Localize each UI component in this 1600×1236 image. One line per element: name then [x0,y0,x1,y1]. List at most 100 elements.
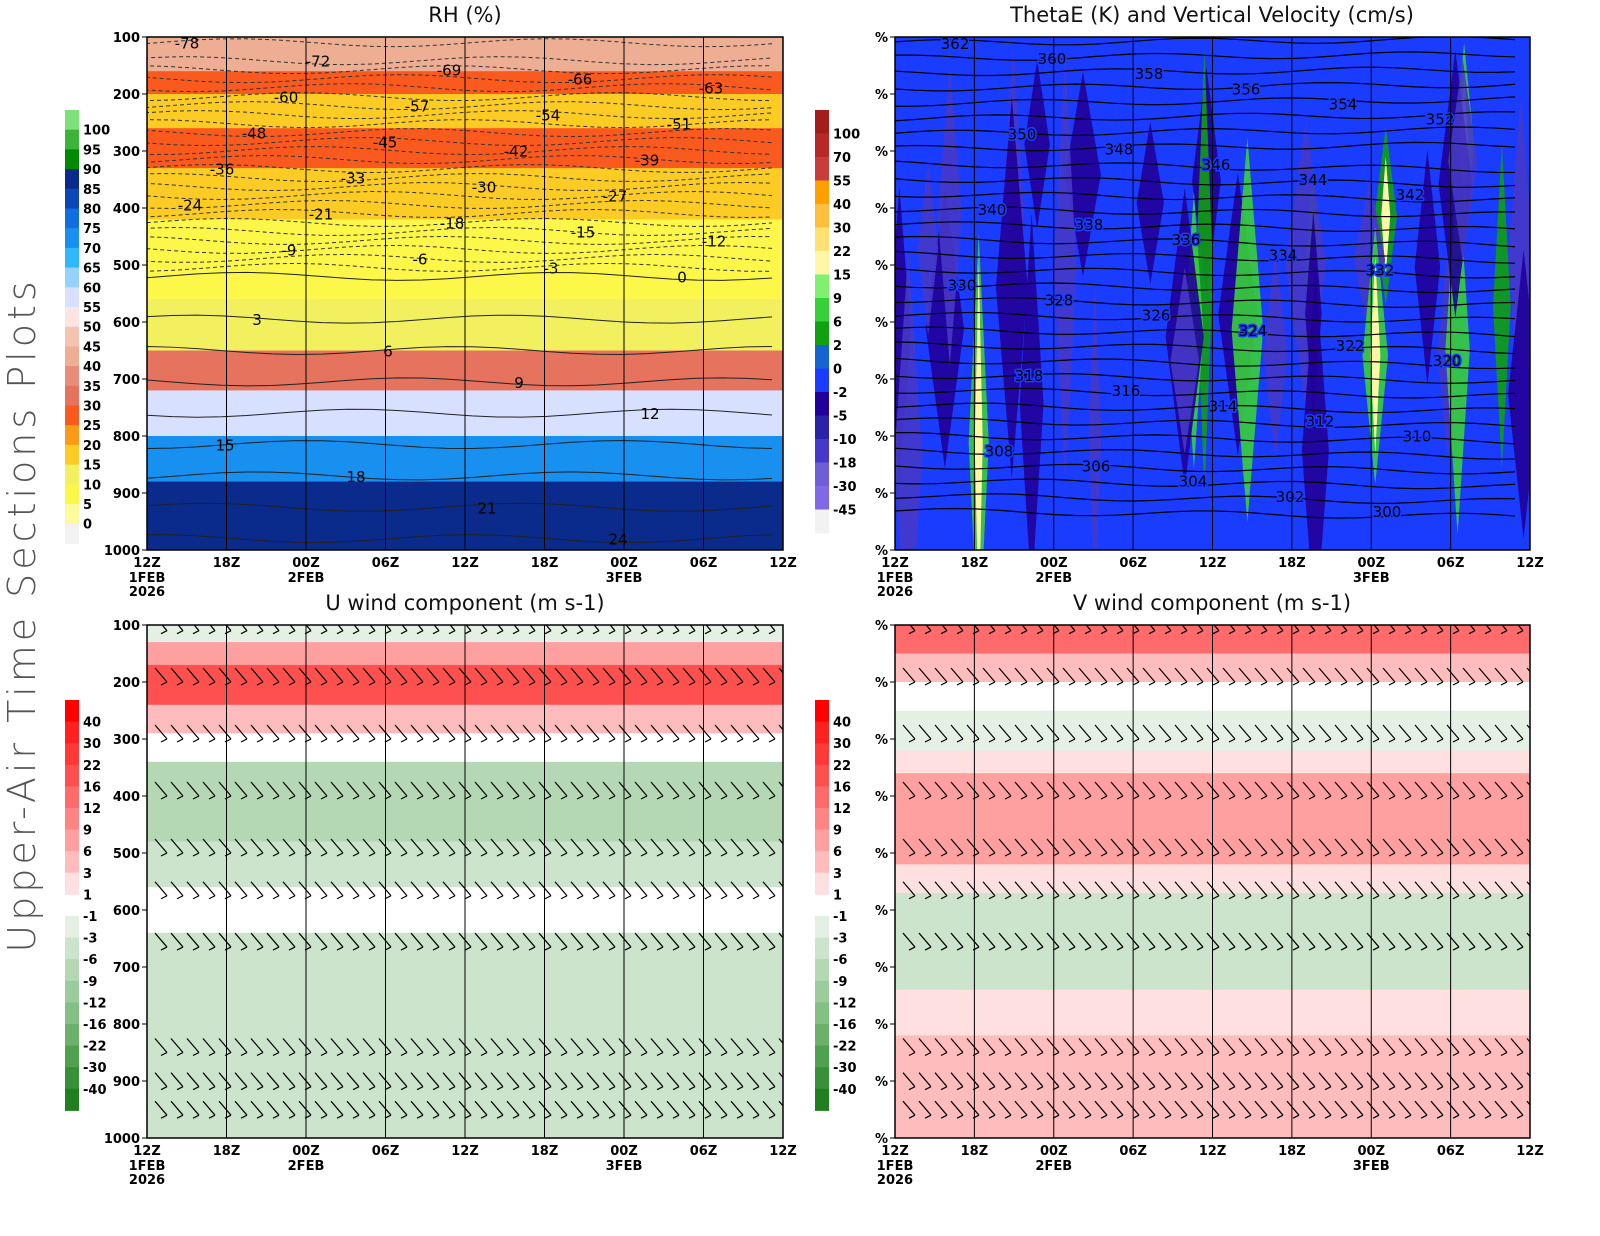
wind-barb [1478,838,1492,857]
colorbar-label: -1 [83,910,97,925]
contour-label: 300 [1373,503,1402,521]
wind-barb [1302,1072,1316,1091]
y-tick-label: 800 [113,1018,140,1033]
wind-barb [1254,1072,1268,1091]
wind-barb [1302,838,1316,857]
wind-barb [1350,781,1364,800]
x-date-label: 3FEB [606,571,643,586]
colorbar-swatch [815,721,829,744]
wind-barb [1110,724,1124,743]
wind-barb [1004,625,1012,635]
wind-barb [202,1072,216,1091]
colorbar-swatch [815,764,829,787]
wind-barb [1094,881,1108,900]
colorbar-swatch [815,204,829,228]
wind-barb [234,667,248,686]
wind-barb [918,932,932,951]
wind-barb [1014,1072,1028,1091]
wind-barb [410,667,424,686]
wind-barb [1174,781,1188,800]
downdraft-region [917,162,939,336]
downdraft-region [1285,120,1327,410]
wind-barb [1414,667,1428,686]
temperature-contour [147,200,773,209]
thetae-contour [895,373,1516,384]
wind-barb [1078,1100,1092,1119]
wind-barb [234,881,248,900]
thetae-contour [895,341,1516,355]
colorbar-label: 50 [83,321,101,336]
wind-barb [1366,1072,1380,1091]
wind-barb [1526,781,1530,787]
wind-barb [918,724,932,743]
wind-barb [1446,1072,1460,1091]
wind-barb [982,1100,996,1119]
wind-barb [554,1038,568,1057]
wind-barb [672,625,680,635]
colorbar-label: -22 [83,1040,107,1055]
x-tick-label: 00Z [1357,1144,1385,1159]
wind-barb [682,667,696,686]
wind-barb [154,881,168,900]
contour-label: -51 [667,116,692,134]
contour-label: -54 [536,107,561,125]
wind-barb [170,881,184,900]
wind-barb [330,881,344,900]
wind-barb [1478,667,1492,686]
wind-barb [1478,881,1492,900]
colorbar-swatch [65,743,79,766]
x-tick-label: 12Z [1516,1144,1544,1159]
colorbar-label: 45 [83,340,101,355]
wind-barb [1062,881,1076,900]
temperature-contour [147,92,773,102]
temperature-contour [147,208,773,218]
wind-barb [1030,1038,1044,1057]
wind-barb [1398,724,1412,743]
contour-label: 304 [1179,473,1208,491]
wind-barb [426,932,440,951]
wind-barb [1366,881,1380,900]
contour-label: -78 [175,35,200,53]
wind-barb [1094,932,1108,951]
wind-barb [1110,932,1124,951]
colorbar-swatch [65,808,79,831]
wind-barb [982,932,996,951]
temperature-contour [147,262,773,272]
wind-barb [346,667,360,686]
wind-barb [1334,838,1348,857]
wind-barb [522,781,536,800]
wind-barb [266,881,280,900]
wind-barb [1062,1100,1076,1119]
colorbar-swatch [815,959,829,982]
wind-barb [394,932,408,951]
wind-barb [362,838,376,857]
wind-barb [934,781,948,800]
wind-barb [1382,1100,1396,1119]
x-tick-label: 12Z [881,556,909,571]
wind-barb [698,781,712,800]
colorbar-label: -3 [83,932,97,947]
wind-barb [1110,881,1124,900]
y-tick-label: % [875,487,888,502]
y-tick-label: % [875,259,888,274]
contour-label: 15 [215,437,234,455]
x-date-label: 2FEB [1035,571,1072,586]
contour-label: -42 [504,143,529,161]
wind-barb [950,1038,964,1057]
x-date-label: 1FEB [129,571,166,586]
wind-barb [746,724,760,743]
wind-barb [902,838,916,857]
wind-barb [1062,1038,1076,1057]
contour-label: -21 [309,205,334,223]
wind-barb [1478,932,1492,951]
thetae-contour [895,66,1516,77]
wind-barb [746,932,760,951]
wind-barb [1414,1038,1428,1057]
wind-barb [170,781,184,800]
wind-barb [1494,1100,1508,1119]
wind-barb [1382,724,1396,743]
wind-barb [1238,1072,1252,1091]
contour-label: 21 [477,499,496,517]
wind-barb [522,838,536,857]
wind-barb [154,667,168,686]
